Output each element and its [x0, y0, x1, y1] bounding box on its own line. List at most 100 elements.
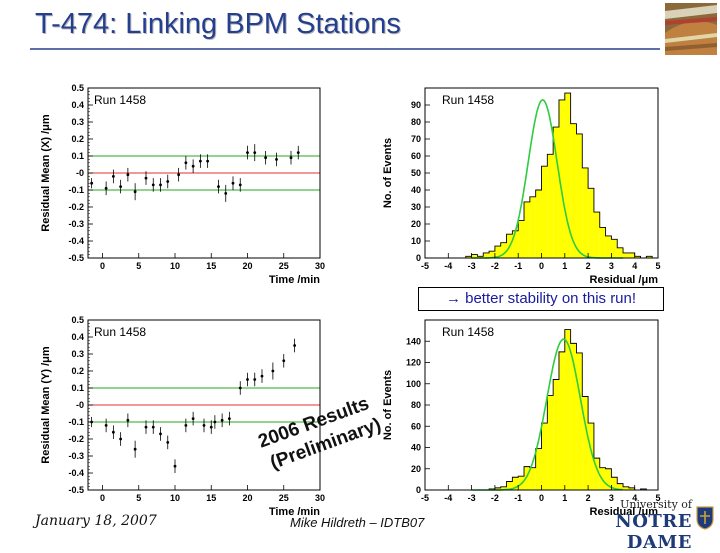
y-tick-label: 40: [411, 443, 421, 453]
histogram-bin: [593, 212, 600, 258]
stability-note: → better stability on this run!: [418, 287, 664, 311]
histogram-bin: [471, 254, 478, 258]
data-point: [293, 344, 297, 347]
x-tick-label: 5: [136, 261, 141, 271]
y-tick-label: -0.3: [68, 219, 84, 229]
residual-y-histogram: -5 -4 -3 -2 -1 0 1 2 3 4 5 0 20 40 60 80 100 120 140 Residu…: [382, 319, 661, 518]
histogram-bin: [628, 252, 635, 258]
histogram-bin: [646, 256, 653, 258]
histogram-bin: [553, 127, 559, 258]
x-tick-label: 25: [279, 493, 289, 503]
data-point: [166, 180, 170, 183]
y-tick-label: 0.1: [71, 383, 84, 393]
data-point: [191, 164, 195, 168]
histogram-bin: [524, 466, 530, 490]
x-tick-label: 3: [609, 261, 614, 271]
data-point: [119, 185, 123, 188]
y-tick-label: -0.4: [68, 236, 84, 246]
data-point: [159, 432, 162, 436]
data-point: [238, 386, 242, 390]
x-tick-label: 15: [206, 261, 216, 271]
data-point: [217, 185, 220, 188]
preliminary-results-stamp: 2006 Results (Preliminary): [256, 393, 382, 474]
histogram-bin: [524, 201, 530, 258]
histogram-bin: [541, 423, 548, 490]
histogram-bin: [564, 93, 571, 258]
data-point: [166, 441, 170, 444]
x-tick-label: 25: [279, 261, 289, 271]
histogram-bin: [506, 481, 513, 490]
run-label: Run 1458: [442, 93, 494, 107]
data-point: [253, 151, 257, 154]
histogram-bin: [588, 188, 594, 258]
x-tick-label: 20: [242, 261, 252, 271]
title-divider: [30, 48, 660, 50]
histogram-bin: [576, 133, 583, 258]
data-point: [151, 183, 155, 187]
data-point: [111, 175, 115, 178]
histogram-bin: [611, 239, 618, 258]
histogram-bin: [623, 486, 629, 490]
histogram-bin: [599, 227, 606, 258]
data-point: [296, 151, 300, 154]
histogram-bin: [541, 166, 548, 258]
histogram-bin: [611, 477, 618, 490]
y-tick-label: -0.1: [68, 185, 84, 195]
histogram-bin: [518, 220, 525, 258]
y-axis-label: Residual Mean (X) /μm: [40, 114, 52, 232]
data-point: [126, 418, 130, 422]
histogram-bin: [547, 154, 554, 258]
data-point: [289, 156, 293, 160]
data-point: [90, 420, 94, 424]
data-point: [177, 173, 181, 177]
x-tick-label: -5: [421, 493, 429, 503]
x-tick-label: 5: [655, 261, 660, 271]
residual-x-time-chart: 0 5 10 15 20 25 30 -0.5 -0.4 -0.3 -0.2 -0.1 -0 0.1 0.2…: [40, 83, 325, 286]
x-axis-label: Time /min: [269, 274, 320, 286]
histogram-outline: [448, 329, 658, 491]
y-tick-label: 140: [406, 336, 421, 346]
y-tick-label: -0.4: [68, 468, 84, 478]
y-axis-label: No. of Events: [382, 138, 394, 208]
y-tick-label: 0.5: [71, 83, 84, 93]
histogram-outline: [448, 92, 658, 259]
y-tick-label: 80: [411, 117, 421, 127]
y-tick-label: 40: [411, 185, 421, 195]
y-tick-label: 60: [411, 421, 421, 431]
y-tick-label: -0: [76, 400, 84, 410]
x-tick-label: -4: [444, 261, 452, 271]
histogram-bin: [605, 468, 612, 490]
x-axis-label: Residual /μm: [590, 506, 659, 518]
data-point: [202, 424, 206, 427]
y-tick-label: 0.3: [71, 349, 84, 359]
histogram-bin: [553, 379, 559, 490]
histogram-bin: [529, 196, 536, 258]
histogram-bin: [535, 190, 542, 258]
x-tick-label: 0: [539, 261, 544, 271]
data-point: [227, 417, 231, 420]
histogram-bin: [494, 487, 501, 490]
histogram-bin: [477, 256, 484, 258]
data-point: [246, 378, 249, 381]
x-tick-label: 1: [562, 493, 567, 503]
y-tick-label: -0.2: [68, 202, 84, 212]
y-tick-label: 30: [411, 202, 421, 212]
x-tick-label: -3: [468, 261, 476, 271]
footer-date: January 18, 2007: [35, 513, 157, 529]
data-point: [213, 420, 217, 424]
x-tick-label: 10: [170, 261, 180, 271]
data-point: [119, 437, 123, 441]
data-point: [282, 359, 286, 363]
x-axis-label: Residual /μm: [590, 274, 659, 286]
data-point: [246, 151, 249, 154]
x-tick-label: 1: [562, 261, 567, 271]
histogram-bin: [547, 395, 554, 490]
data-point: [209, 425, 213, 429]
histogram-bin: [512, 477, 519, 490]
histogram-bin: [593, 458, 600, 490]
y-tick-label: 70: [411, 134, 421, 144]
data-point: [104, 186, 108, 190]
logo-top-text: University of: [620, 498, 692, 511]
residual-y-time-chart: 0 5 10 15 20 25 30 -0.5 -0.4 -0.3 -0.2 -0.1 -0 0.1 0.2…: [40, 315, 325, 518]
slide-title: T-474: Linking BPM Stations: [35, 8, 401, 40]
